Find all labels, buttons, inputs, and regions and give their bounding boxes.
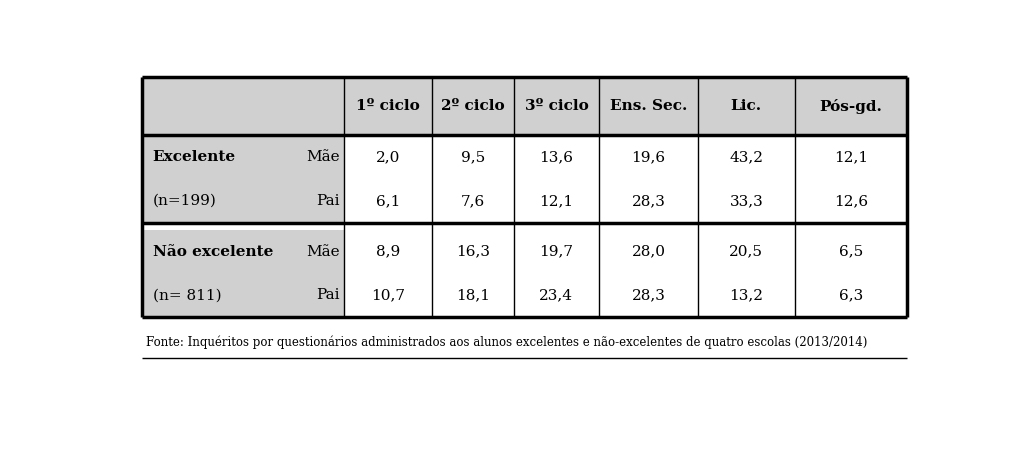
Text: Mãe: Mãe <box>306 245 340 259</box>
Text: 33,3: 33,3 <box>729 194 763 208</box>
Text: 19,6: 19,6 <box>632 150 666 164</box>
Text: Fonte: Inquéritos por questionários administrados aos alunos excelentes e não-ex: Fonte: Inquéritos por questionários admi… <box>146 335 867 349</box>
Text: Excelente: Excelente <box>153 150 236 164</box>
Text: 12,1: 12,1 <box>834 150 868 164</box>
Text: 9,5: 9,5 <box>461 150 484 164</box>
Text: 2º ciclo: 2º ciclo <box>441 99 505 113</box>
Text: 12,6: 12,6 <box>834 194 868 208</box>
Text: 18,1: 18,1 <box>456 288 489 303</box>
Bar <box>142 77 907 318</box>
Text: Lic.: Lic. <box>731 99 762 113</box>
Text: 2,0: 2,0 <box>376 150 400 164</box>
Text: 8,9: 8,9 <box>376 245 400 259</box>
Text: 6,1: 6,1 <box>376 194 400 208</box>
Text: Ens. Sec.: Ens. Sec. <box>610 99 687 113</box>
Text: 23,4: 23,4 <box>540 288 573 303</box>
Text: Mãe: Mãe <box>306 150 340 164</box>
Bar <box>142 77 907 135</box>
Text: 16,3: 16,3 <box>456 245 489 259</box>
Text: 7,6: 7,6 <box>461 194 484 208</box>
Text: 20,5: 20,5 <box>729 245 763 259</box>
Text: 6,3: 6,3 <box>839 288 863 303</box>
Text: 13,6: 13,6 <box>540 150 573 164</box>
Bar <box>142 230 344 318</box>
Text: (n= 811): (n= 811) <box>153 288 221 303</box>
Text: Pai: Pai <box>316 194 340 208</box>
Text: 6,5: 6,5 <box>839 245 863 259</box>
Text: 28,3: 28,3 <box>632 288 666 303</box>
Text: (n=199): (n=199) <box>153 194 216 208</box>
Text: 1º ciclo: 1º ciclo <box>356 99 420 113</box>
Text: 12,1: 12,1 <box>540 194 573 208</box>
Text: Pós-gd.: Pós-gd. <box>819 99 883 114</box>
Bar <box>142 135 344 223</box>
Text: Não excelente: Não excelente <box>153 245 273 259</box>
Text: 19,7: 19,7 <box>540 245 573 259</box>
Text: 10,7: 10,7 <box>371 288 404 303</box>
Text: 43,2: 43,2 <box>729 150 763 164</box>
Text: Pai: Pai <box>316 288 340 303</box>
Text: 13,2: 13,2 <box>729 288 763 303</box>
Text: 3º ciclo: 3º ciclo <box>524 99 588 113</box>
Text: 28,3: 28,3 <box>632 194 666 208</box>
Text: 28,0: 28,0 <box>632 245 666 259</box>
